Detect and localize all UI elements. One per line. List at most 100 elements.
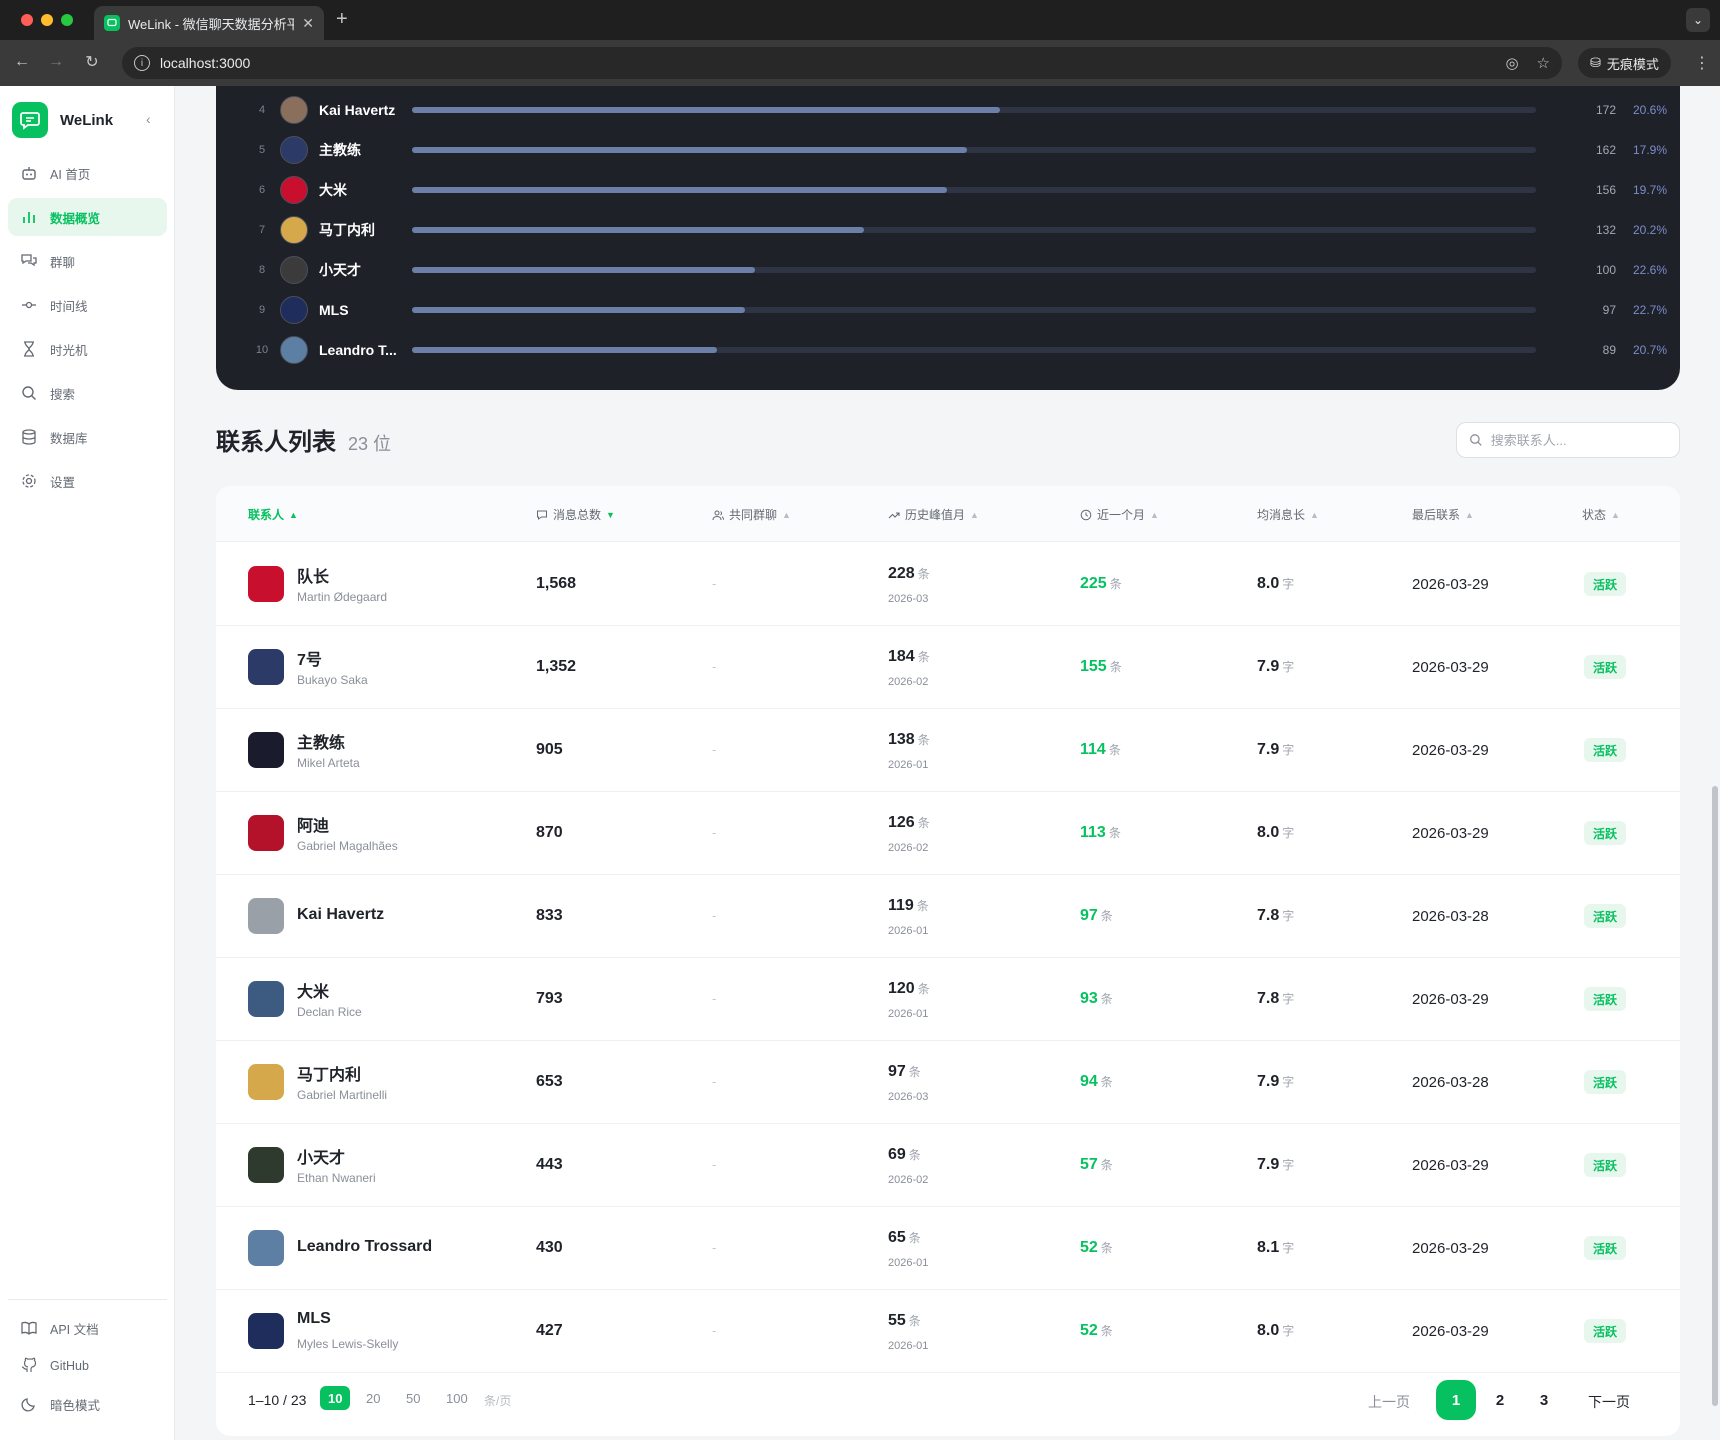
address-bar[interactable]: i localhost:3000 ◎ ☆ (122, 47, 1562, 79)
rank-name: Kai Havertz (319, 102, 396, 118)
column-header-peak[interactable]: 历史峰值月 ▲ (888, 506, 979, 523)
browser-tab[interactable]: WeLink - 微信聊天数据分析平台 ✕ (94, 6, 324, 40)
hourglass-icon (20, 340, 38, 358)
reload-icon[interactable]: ↻ (85, 54, 99, 71)
avg-value: 7.8 (1257, 990, 1280, 1007)
window-close-button[interactable] (21, 14, 33, 26)
incognito-label: 无痕模式 (1606, 56, 1659, 72)
sidebar-item-timeline[interactable]: 时间线 (8, 286, 167, 324)
sidebar-item-api-docs[interactable]: API 文档 (8, 1312, 167, 1344)
table-row[interactable]: 大米 Declan Rice 793-120 条 2026-01 93 条 7.8 字 2026-… (216, 958, 1680, 1041)
brand[interactable]: WeLink (12, 102, 113, 138)
ranking-row[interactable]: 9 MLS 97 22.7% (216, 290, 1680, 330)
next-page-button[interactable]: 下一页 (1588, 1394, 1630, 1410)
sidebar-item-database[interactable]: 数据库 (8, 418, 167, 456)
window-minimize-button[interactable] (41, 14, 53, 26)
sidebar-item-overview[interactable]: 数据概览 (8, 198, 167, 236)
sidebar-item-github[interactable]: GitHub (8, 1350, 167, 1382)
rank-percent: 17.9% (1632, 143, 1667, 157)
book-icon (20, 1319, 38, 1337)
sidebar-item-groups[interactable]: 群聊 (8, 242, 167, 280)
prev-page-button[interactable]: 上一页 (1368, 1394, 1410, 1410)
total-messages: 1,568 (536, 575, 577, 592)
table-row[interactable]: 小天才 Ethan Nwaneri 443-69 条 2026-02 57 条 7.9 字 202… (216, 1124, 1680, 1207)
forward-arrow-icon[interactable]: → (48, 53, 64, 70)
page-button-3[interactable]: 3 (1539, 1391, 1549, 1409)
page-size-option[interactable]: 20 (366, 1390, 381, 1406)
sidebar-item-settings[interactable]: 设置 (8, 462, 167, 500)
contact-search[interactable] (1456, 422, 1680, 458)
tab-title: WeLink - 微信聊天数据分析平台 (128, 16, 295, 32)
table-row[interactable]: 7号 Bukayo Saka 1,352-184 条 2026-02 155 条 7.9 字 20… (216, 626, 1680, 709)
column-header-groups[interactable]: 共同群聊 ▲ (712, 506, 791, 523)
ranking-row[interactable]: 4 Kai Havertz 172 20.6% (216, 90, 1680, 130)
new-tab-icon[interactable]: + (336, 8, 348, 30)
page-size-option[interactable]: 50 (406, 1390, 421, 1406)
column-header-last-contact[interactable]: 最后联系 ▲ (1412, 506, 1474, 523)
tracking-eye-off-icon[interactable]: ◎ (1505, 55, 1519, 72)
recent-count: 225 (1080, 575, 1107, 592)
page-size-option[interactable]: 10 (320, 1386, 351, 1410)
avatar (248, 981, 284, 1017)
unit: 条 (908, 1231, 921, 1245)
moon-icon (20, 1395, 38, 1413)
sort-icon: ▲ (782, 509, 791, 520)
page-scrollbar[interactable] (1710, 86, 1720, 1440)
tab-search-chevron-icon[interactable]: ⌄ (1686, 8, 1710, 32)
recent-month-count: 114 条 (1080, 741, 1121, 759)
page-button-1[interactable]: 1 (1436, 1380, 1476, 1420)
sidebar-item-ai-home[interactable]: AI 首页 (8, 154, 167, 192)
column-header-contact[interactable]: 联系人 ▲ (248, 506, 298, 523)
site-info-icon[interactable]: i (134, 55, 150, 71)
contact-search-input[interactable] (1490, 432, 1667, 448)
peak-month-count: 119 条 (888, 897, 929, 915)
bookmark-star-icon[interactable]: ☆ (1536, 55, 1550, 72)
browser-menu-icon[interactable]: ⋮ (1694, 55, 1710, 72)
rank-percent: 22.7% (1632, 303, 1667, 317)
rank-number: 4 (258, 104, 266, 116)
unit: 条 (1100, 1158, 1113, 1172)
peak-count: 138 (888, 731, 915, 748)
sidebar-item-dark-mode[interactable]: 暗色模式 (8, 1388, 167, 1420)
table-row[interactable]: Leandro Trossard 430-65 条 2026-01 52 条 8.1 字 202… (216, 1207, 1680, 1290)
ranking-row[interactable]: 7 马丁内利 132 20.2% (216, 210, 1680, 250)
last-contact-date: 2026-03-29 (1412, 576, 1489, 593)
sidebar: WeLink ‹ AI 首页 数据概览 群聊 时间线 时光机 搜索 数 (0, 86, 175, 1440)
window-zoom-button[interactable] (61, 14, 73, 26)
ranking-row[interactable]: 5 主教练 162 17.9% (216, 130, 1680, 170)
ranking-row[interactable]: 8 小天才 100 22.6% (216, 250, 1680, 290)
column-header-recent[interactable]: 近一个月 ▲ (1080, 506, 1159, 523)
column-header-avg-length[interactable]: 均消息长 ▲ (1257, 506, 1319, 523)
rank-bar-track (412, 147, 1536, 153)
ranking-row[interactable]: 6 大米 156 19.7% (216, 170, 1680, 210)
rank-bar-fill (412, 107, 1000, 113)
peak-month: 2026-02 (888, 1174, 929, 1186)
page-size-option[interactable]: 100 (446, 1390, 468, 1406)
collapse-sidebar-icon[interactable]: ‹ (146, 111, 151, 127)
peak-month: 2026-01 (888, 759, 929, 771)
shared-groups: - (712, 991, 717, 1006)
table-row[interactable]: MLS Myles Lewis-Skelly 427-55 条 2026-01 52 条 8.… (216, 1290, 1680, 1373)
unit: 条 (1100, 1075, 1113, 1089)
table-row[interactable]: Kai Havertz 833-119 条 2026-01 97 条 7.8 字 2026-03… (216, 875, 1680, 958)
sidebar-item-search[interactable]: 搜索 (8, 374, 167, 412)
avg-length: 7.9 字 (1257, 658, 1294, 676)
table-row[interactable]: 主教练 Mikel Arteta 905-138 条 2026-01 114 条 7.9 字 20… (216, 709, 1680, 792)
scrollbar-thumb[interactable] (1712, 786, 1718, 1406)
ranking-row[interactable]: 10 Leandro T... 89 20.7% (216, 330, 1680, 370)
table-row[interactable]: 队长 Martin Ødegaard 1,568-228 条 2026-03 225 条 8.… (216, 543, 1680, 626)
incognito-badge[interactable]: ⛁ 无痕模式 (1578, 48, 1671, 78)
rank-name: 主教练 (319, 142, 361, 158)
column-header-total[interactable]: 消息总数 ▼ (536, 506, 615, 523)
avg-value: 7.9 (1257, 1073, 1280, 1090)
tab-close-icon[interactable]: ✕ (302, 14, 314, 31)
page-button-2[interactable]: 2 (1495, 1391, 1505, 1409)
rank-bar-track (412, 187, 1536, 193)
sidebar-item-time-machine[interactable]: 时光机 (8, 330, 167, 368)
avg-length: 8.0 字 (1257, 575, 1294, 593)
table-row[interactable]: 阿迪 Gabriel Magalhães 870-126 条 2026-02 113 条 8.… (216, 792, 1680, 875)
column-header-status[interactable]: 状态 ▲ (1582, 506, 1620, 523)
avg-length: 8.0 字 (1257, 1322, 1294, 1340)
table-row[interactable]: 马丁内利 Gabriel Martinelli 653-97 条 2026-03 94 条 7… (216, 1041, 1680, 1124)
back-arrow-icon[interactable]: ← (14, 53, 30, 70)
